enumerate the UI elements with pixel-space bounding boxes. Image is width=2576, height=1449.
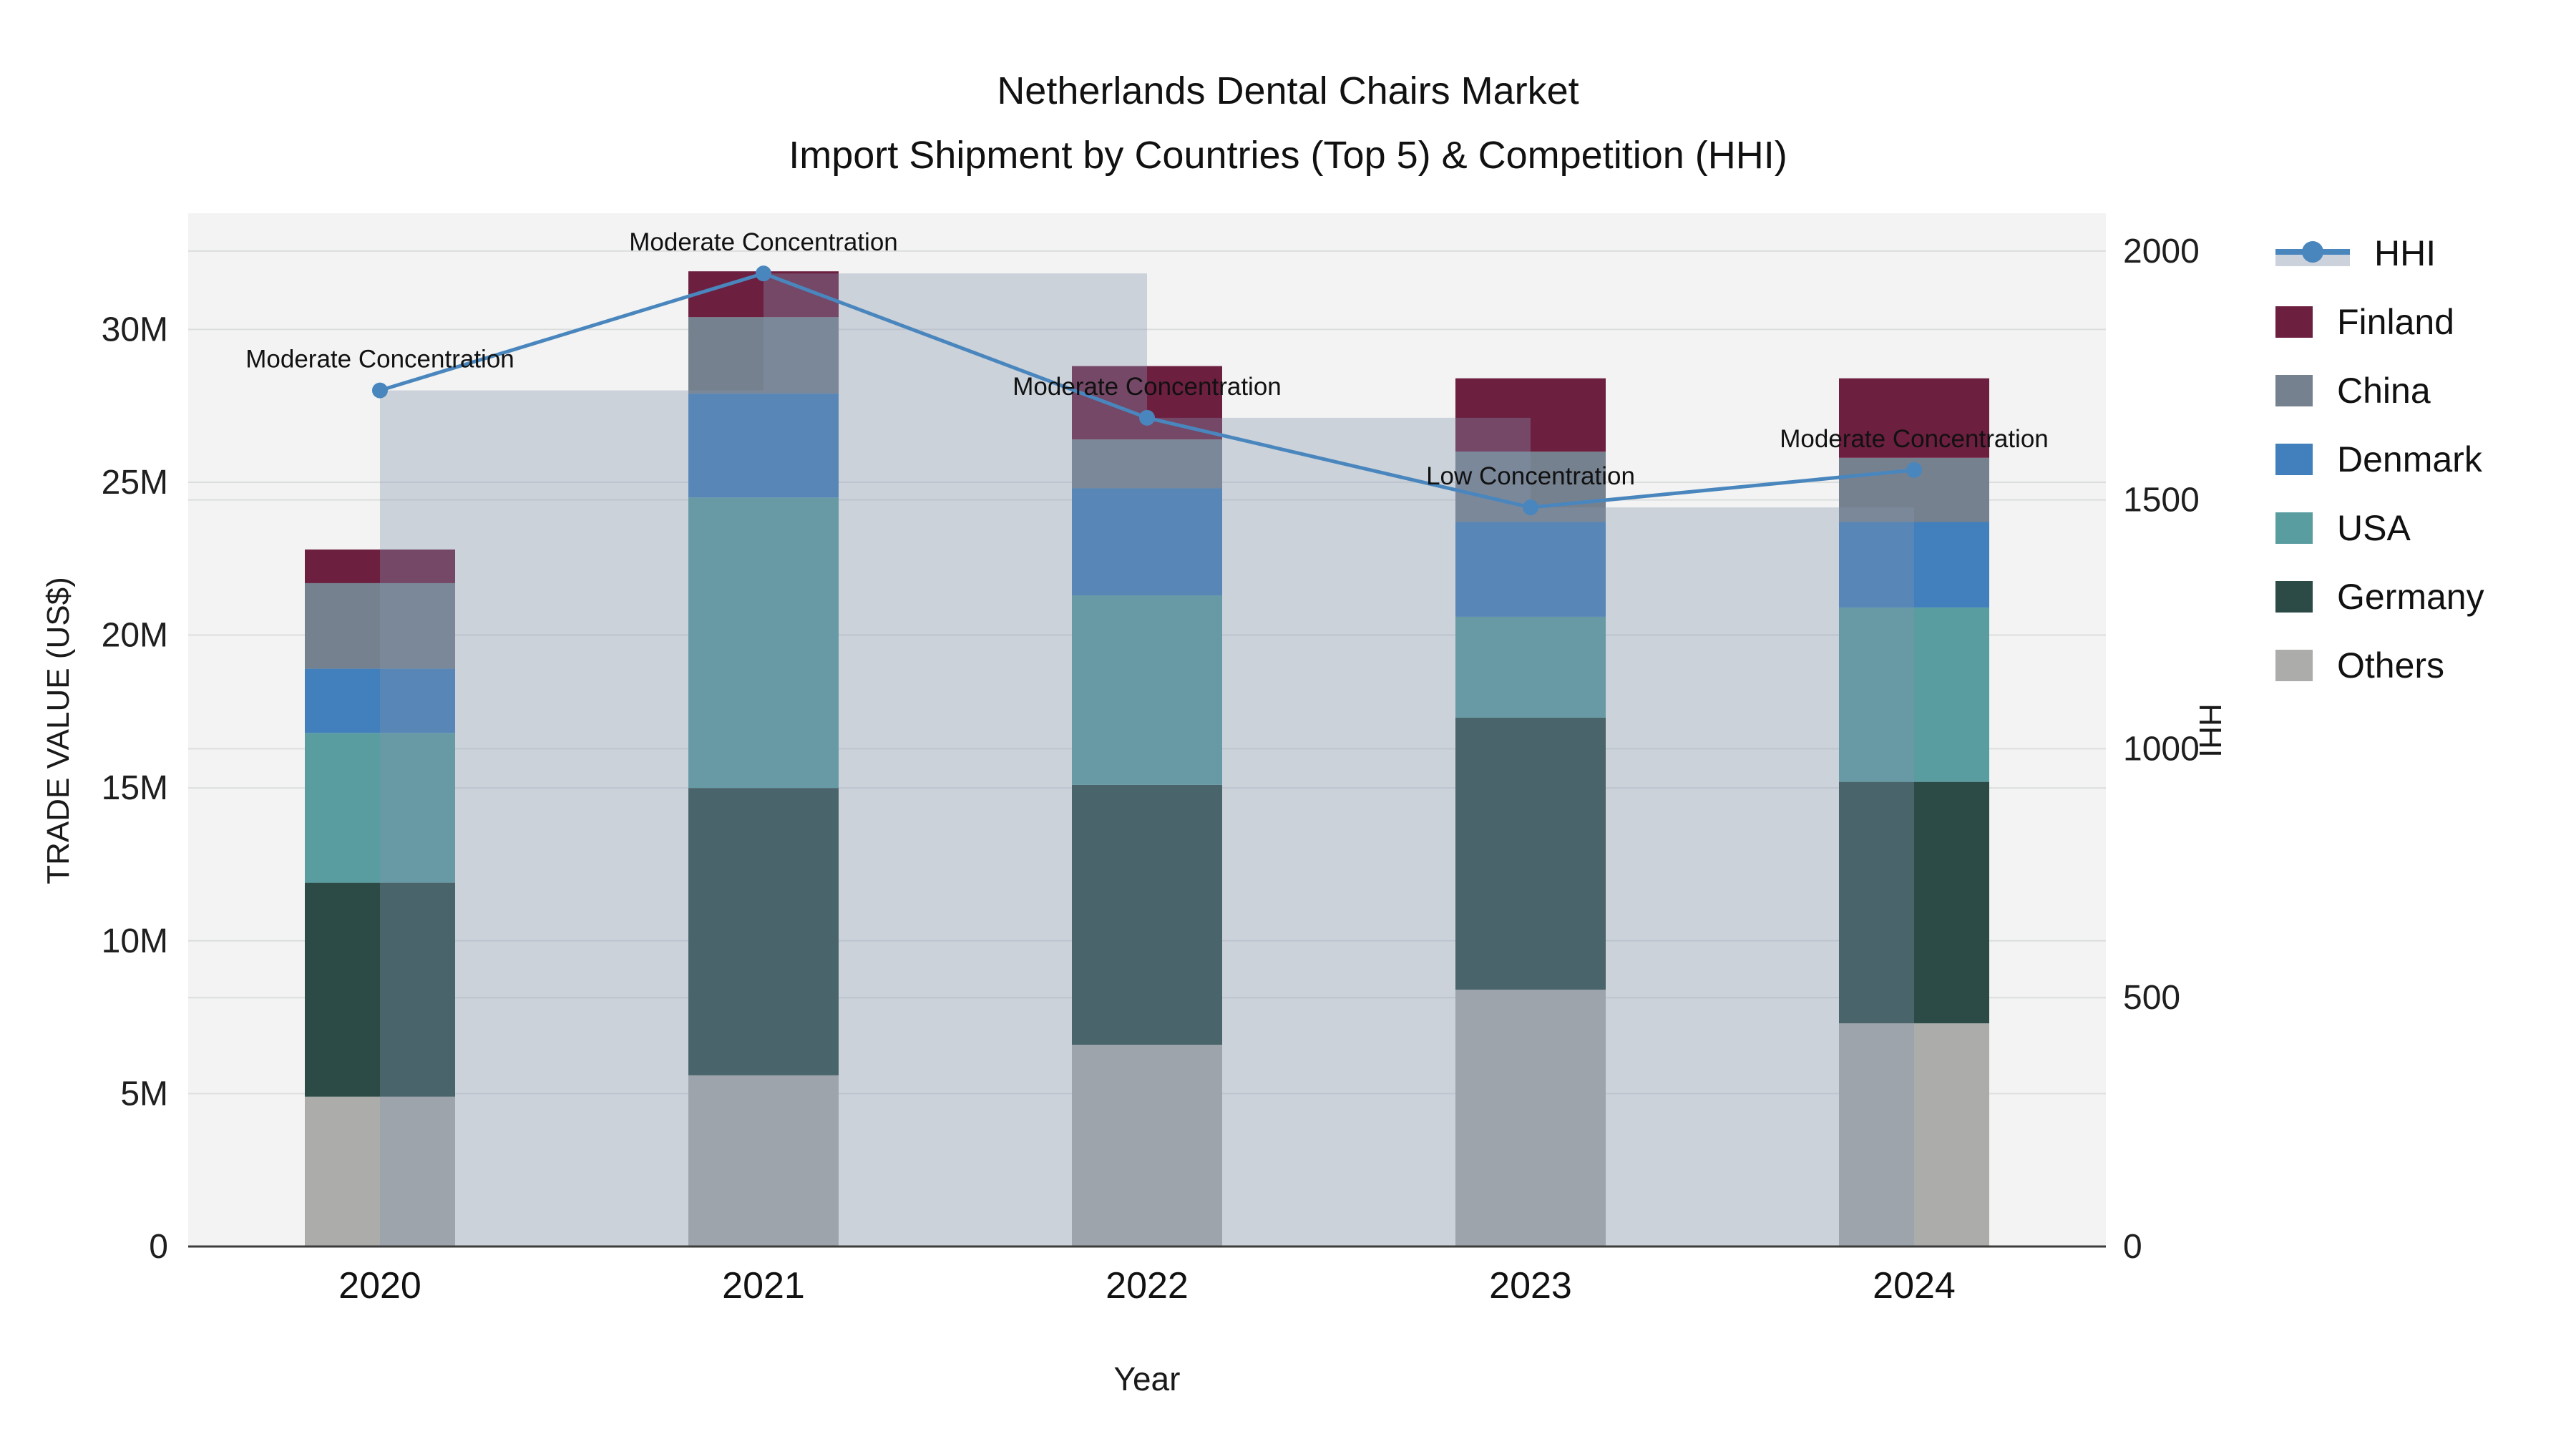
y-axis-title-left: TRADE VALUE (US$)	[41, 577, 76, 884]
right-tick-1000: 1000	[2123, 730, 2200, 768]
bar-segment-2022-germany[interactable]	[1072, 784, 1222, 1045]
legend: HHI Finland China Denmark USA Germany Others	[2275, 230, 2484, 688]
bar-segment-2024-usa[interactable]	[1839, 608, 1989, 782]
hhi-marker-2023[interactable]	[1523, 499, 1538, 516]
x-tick-2022: 2022	[1106, 1265, 1189, 1307]
bar-segment-2023-finland[interactable]	[1455, 378, 1606, 452]
bar-segment-2022-others[interactable]	[1072, 1045, 1222, 1246]
legend-label: Finland	[2337, 302, 2454, 342]
x-axis-title: Year	[1113, 1360, 1181, 1397]
y-axis-title-right: HHI	[2192, 703, 2228, 758]
annotation-2022: Moderate Concentration	[1013, 373, 1282, 401]
bar-segment-2024-finland[interactable]	[1839, 378, 1989, 458]
bar-segment-2021-germany[interactable]	[688, 788, 839, 1075]
left-tick-30M: 30M	[102, 311, 168, 348]
bar-segment-2023-denmark[interactable]	[1455, 522, 1606, 617]
chart-title-line2: Import Shipment by Countries (Top 5) & C…	[789, 134, 1787, 177]
right-tick-0: 0	[2123, 1228, 2142, 1266]
left-tick-20M: 20M	[102, 617, 168, 655]
germany-swatch-icon	[2275, 581, 2313, 613]
bar-segment-2020-others[interactable]	[305, 1096, 455, 1246]
annotation-2023: Low Concentration	[1426, 462, 1635, 490]
chart-title-line1: Netherlands Dental Chairs Market	[997, 69, 1579, 112]
bar-segment-2024-denmark[interactable]	[1839, 522, 1989, 608]
left-tick-5M: 5M	[120, 1075, 168, 1113]
annotation-2021: Moderate Concentration	[629, 228, 898, 256]
denmark-swatch-icon	[2275, 444, 2313, 475]
china-swatch-icon	[2275, 375, 2313, 406]
legend-item-usa[interactable]: USA	[2275, 505, 2484, 551]
hhi-marker-2022[interactable]	[1139, 409, 1155, 426]
bar-segment-2022-denmark[interactable]	[1072, 488, 1222, 596]
bar-segment-2023-germany[interactable]	[1455, 717, 1606, 990]
bar-segment-2021-denmark[interactable]	[688, 394, 839, 498]
usa-swatch-icon	[2275, 512, 2313, 544]
legend-item-germany[interactable]: Germany	[2275, 574, 2484, 620]
right-tick-1500: 1500	[2123, 482, 2200, 519]
left-tick-10M: 10M	[102, 922, 168, 960]
legend-item-others[interactable]: Others	[2275, 643, 2484, 688]
annotation-2024: Moderate Concentration	[1780, 425, 2049, 453]
legend-item-denmark[interactable]: Denmark	[2275, 436, 2484, 482]
bar-segment-2022-china[interactable]	[1072, 439, 1222, 489]
x-tick-2024: 2024	[1873, 1265, 1956, 1307]
bar-segment-2020-usa[interactable]	[305, 733, 455, 883]
legend-item-china[interactable]: China	[2275, 368, 2484, 414]
bar-segment-2020-finland[interactable]	[305, 549, 455, 583]
hhi-marker-2024[interactable]	[1906, 462, 1922, 478]
legend-label: China	[2337, 371, 2431, 411]
bar-segment-2022-finland[interactable]	[1072, 366, 1222, 440]
bar-segment-2023-usa[interactable]	[1455, 616, 1606, 718]
finland-swatch-icon	[2275, 306, 2313, 338]
hhi-marker-2020[interactable]	[372, 382, 388, 399]
left-tick-0: 0	[149, 1228, 168, 1266]
bar-segment-2023-others[interactable]	[1455, 990, 1606, 1246]
right-tick-2000: 2000	[2123, 233, 2200, 270]
x-tick-2020: 2020	[338, 1265, 421, 1307]
bar-segment-2021-usa[interactable]	[688, 497, 839, 789]
bar-segment-2020-germany[interactable]	[305, 882, 455, 1097]
x-tick-2023: 2023	[1489, 1265, 1572, 1307]
bar-segment-2024-others[interactable]	[1839, 1023, 1989, 1246]
bar-segment-2020-china[interactable]	[305, 582, 455, 669]
right-tick-500: 500	[2123, 979, 2180, 1017]
bar-segment-2022-usa[interactable]	[1072, 595, 1222, 785]
legend-label: Germany	[2337, 577, 2484, 617]
legend-label: Others	[2337, 645, 2445, 686]
bar-segment-2021-others[interactable]	[688, 1075, 839, 1246]
legend-label: HHI	[2374, 233, 2436, 273]
legend-item-hhi[interactable]: HHI	[2275, 230, 2484, 276]
bar-segment-2024-germany[interactable]	[1839, 781, 1989, 1024]
hhi-line-glyph-icon	[2275, 241, 2350, 266]
left-tick-15M: 15M	[102, 769, 168, 807]
legend-item-finland[interactable]: Finland	[2275, 299, 2484, 345]
bar-segment-2020-denmark[interactable]	[305, 668, 455, 733]
others-swatch-icon	[2275, 650, 2313, 681]
left-tick-25M: 25M	[102, 464, 168, 502]
x-tick-2021: 2021	[722, 1265, 805, 1307]
legend-label: Denmark	[2337, 439, 2482, 479]
bar-segment-2021-china[interactable]	[688, 317, 839, 394]
hhi-marker-2021[interactable]	[756, 265, 771, 282]
legend-label: USA	[2337, 508, 2411, 548]
hhi-step-area	[380, 273, 1914, 1246]
annotation-2020: Moderate Concentration	[245, 346, 514, 374]
